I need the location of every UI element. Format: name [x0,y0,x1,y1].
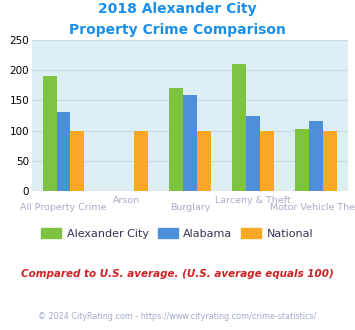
Bar [183,95,197,191]
Bar [323,131,337,191]
Text: Arson: Arson [113,196,140,205]
Bar [169,88,183,191]
Text: Motor Vehicle Theft: Motor Vehicle Theft [270,203,355,212]
Bar [71,131,84,191]
Text: Burglary: Burglary [170,203,210,212]
Legend: Alexander City, Alabama, National: Alexander City, Alabama, National [37,223,318,243]
Bar [197,131,211,191]
Text: Larceny & Theft: Larceny & Theft [215,196,291,205]
Bar [134,131,148,191]
Text: All Property Crime: All Property Crime [20,203,107,212]
Text: Property Crime Comparison: Property Crime Comparison [69,23,286,37]
Bar [295,129,309,191]
Text: Compared to U.S. average. (U.S. average equals 100): Compared to U.S. average. (U.S. average … [21,269,334,279]
Text: 2018 Alexander City: 2018 Alexander City [98,2,257,16]
Bar [260,131,274,191]
Bar [43,76,56,191]
Text: © 2024 CityRating.com - https://www.cityrating.com/crime-statistics/: © 2024 CityRating.com - https://www.city… [38,312,317,321]
Bar [246,116,260,191]
Bar [56,113,71,191]
Bar [309,121,323,191]
Bar [232,64,246,191]
